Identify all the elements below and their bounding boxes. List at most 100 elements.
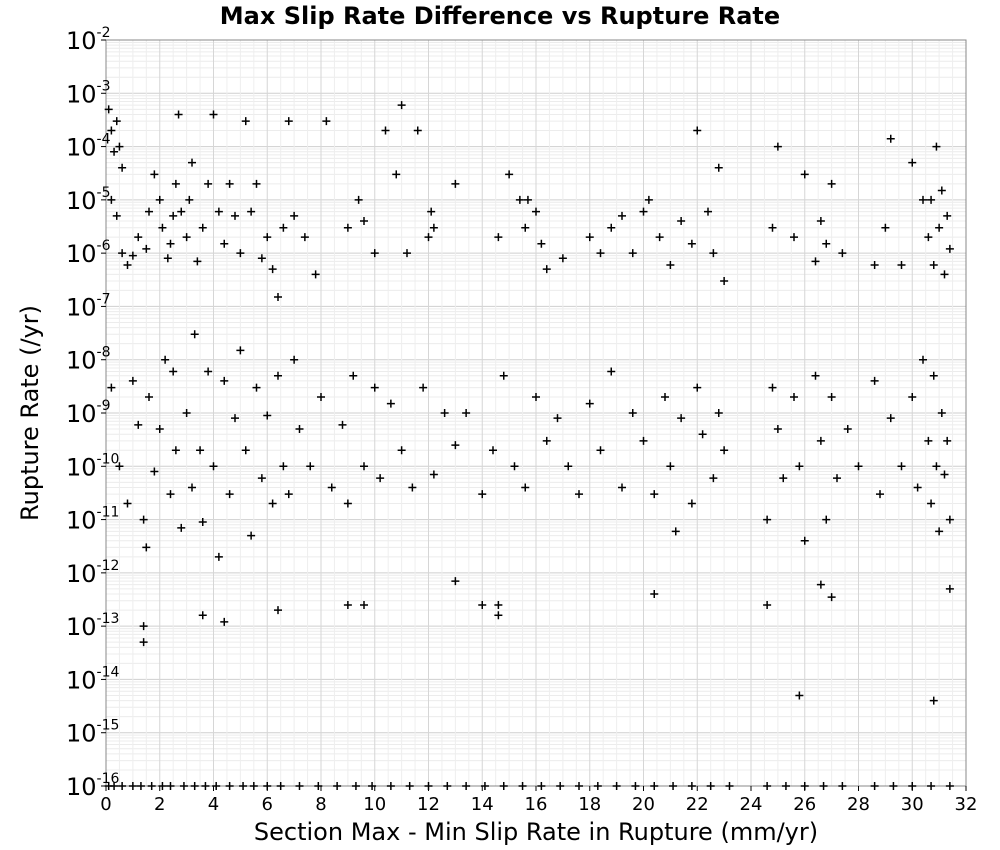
data-point (268, 499, 277, 508)
data-point (532, 207, 540, 216)
data-point (924, 436, 933, 445)
baseline-point (687, 782, 696, 790)
data-point (822, 515, 831, 524)
data-point (945, 515, 954, 524)
data-point (897, 260, 906, 269)
data-point (196, 446, 205, 455)
baseline-point (462, 782, 471, 790)
data-point (575, 490, 583, 499)
data-point (190, 330, 199, 339)
y-tick-base: 10 (66, 720, 97, 748)
data-point (198, 611, 207, 620)
baseline-point (669, 782, 678, 790)
x-tick-label: 20 (632, 794, 655, 815)
data-point (107, 126, 116, 135)
data-point (607, 223, 616, 232)
data-point (110, 147, 119, 156)
data-point (596, 446, 605, 455)
baseline-point (593, 782, 602, 790)
x-axis-ticks: 0 2 4 6 8 10 12 14 16 18 20 22 24 26 28 30 32 (100, 786, 977, 815)
baseline-point (537, 782, 546, 790)
data-point (231, 211, 239, 220)
data-point (537, 239, 546, 248)
data-point (943, 436, 952, 445)
data-point (279, 223, 288, 232)
data-point (290, 355, 299, 364)
data-point (188, 483, 196, 492)
data-point (115, 142, 124, 151)
baseline-point (763, 782, 772, 790)
data-point (209, 110, 218, 119)
y-tick-base: 10 (66, 134, 97, 162)
y-tick-label: 10-4 (66, 132, 111, 162)
y-tick-exponent: -2 (97, 25, 111, 41)
data-point (687, 239, 696, 248)
data-point (349, 371, 358, 380)
y-tick-base: 10 (66, 560, 97, 588)
data-point (236, 346, 245, 355)
data-point (128, 251, 137, 260)
data-point (427, 207, 436, 216)
data-point (639, 436, 648, 445)
y-tick-exponent: -11 (97, 505, 120, 521)
y-tick-base: 10 (66, 400, 97, 428)
data-point (429, 470, 438, 479)
baseline-point (781, 782, 790, 790)
data-point (687, 499, 696, 508)
data-point (198, 223, 207, 232)
data-point (494, 611, 503, 620)
baseline-point (333, 782, 342, 790)
data-point (155, 195, 164, 204)
data-point (628, 409, 637, 417)
data-point (279, 462, 288, 471)
data-point (720, 446, 729, 455)
y-tick-base: 10 (66, 293, 97, 321)
y-tick-label: 10-15 (66, 718, 119, 748)
baseline-point (128, 782, 137, 790)
data-point (158, 223, 167, 232)
baseline-point (276, 782, 285, 790)
data-point (204, 367, 213, 376)
data-point (666, 260, 675, 269)
baseline-point (927, 782, 936, 790)
baseline-point (201, 782, 210, 790)
data-point (429, 223, 438, 232)
y-tick-exponent: -5 (97, 185, 111, 201)
x-tick-label: 24 (740, 794, 763, 815)
data-point (343, 223, 352, 232)
x-tick-label: 14 (471, 794, 494, 815)
data-point (225, 179, 234, 188)
data-point (843, 425, 852, 434)
x-tick-label: 6 (262, 794, 273, 815)
data-point (204, 179, 213, 188)
data-point (198, 518, 207, 527)
data-point (768, 223, 777, 232)
data-point (596, 249, 605, 258)
data-point (370, 249, 379, 258)
baseline-point (368, 782, 377, 790)
baseline-point (800, 782, 809, 790)
data-point (252, 383, 261, 392)
data-point (174, 110, 183, 119)
data-point (650, 590, 659, 599)
data-point (913, 483, 922, 492)
data-point (927, 195, 936, 204)
x-tick-label: 0 (100, 794, 111, 815)
data-point (505, 170, 514, 179)
data-point (790, 233, 798, 242)
data-point (107, 195, 116, 204)
data-point (929, 371, 938, 380)
data-point (134, 233, 143, 242)
data-point (284, 490, 293, 499)
y-tick-base: 10 (66, 240, 97, 268)
data-point (521, 223, 530, 232)
y-tick-label: 10-3 (66, 78, 111, 108)
data-point (386, 399, 395, 408)
data-point (440, 409, 449, 417)
data-point (639, 207, 648, 216)
data-point (171, 446, 180, 455)
data-point (263, 411, 272, 420)
data-point (343, 600, 352, 609)
data-point (510, 462, 519, 471)
